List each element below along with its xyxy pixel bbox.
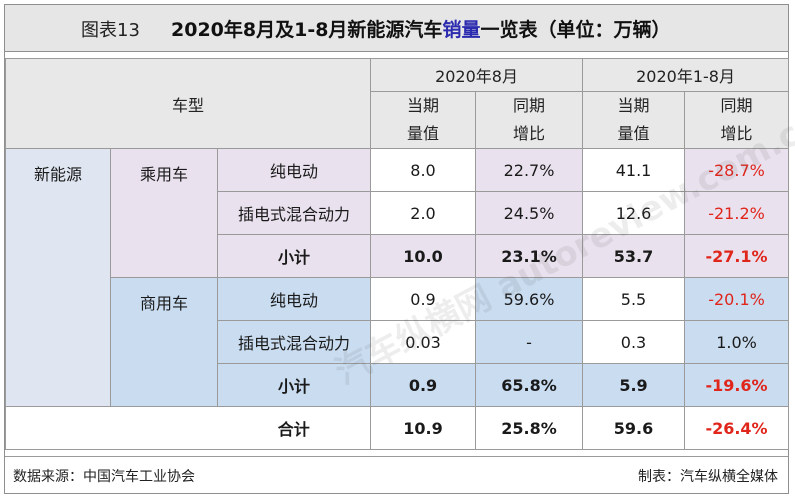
cell-value: -27.1% (684, 234, 790, 278)
title-bar: 图表13 2020年8月及1-8月新能源汽车销量一览表（单位：万辆） (5, 5, 788, 52)
cell-value: - (475, 320, 584, 364)
row-label-commercial: 商用车 (110, 277, 218, 407)
cell-value: 12.6 (582, 191, 686, 235)
row-label-subtotal: 小计 (216, 234, 372, 278)
cell-value: -20.1% (684, 277, 790, 321)
cell-value: 0.03 (370, 320, 477, 364)
total-spacer (5, 406, 111, 450)
title-highlight: 销量 (442, 19, 481, 41)
cell-value: 8.0 (370, 148, 477, 192)
cell-value: 5.9 (582, 363, 686, 407)
cell-value: 1.0% (684, 320, 790, 364)
figure-number: 图表13 (81, 20, 140, 41)
header-period-ytd: 2020年1-8月 (582, 58, 790, 92)
cell-value: -21.2% (684, 191, 790, 235)
cell-value: 25.8% (475, 406, 584, 450)
header-cur-l1: 当期 (407, 96, 440, 115)
header-yoy-l1: 同期 (720, 96, 753, 115)
cell-value: 10.0 (370, 234, 477, 278)
cell-value: 24.5% (475, 191, 584, 235)
header-current-ytd: 当期 量值 (582, 91, 686, 149)
row-label-subtotal: 小计 (216, 363, 372, 407)
header-yoy-l2: 增比 (720, 124, 753, 143)
header-vehicle-type: 车型 (4, 58, 372, 149)
header-yoy-l1: 同期 (513, 96, 546, 115)
cell-value: 2.0 (370, 191, 477, 235)
header-current-aug: 当期 量值 (370, 91, 477, 149)
title-part2: 一览表（单位：万辆） (480, 19, 671, 41)
row-label-phev: 插电式混合动力 (216, 320, 372, 364)
table-maker: 制表：汽车纵横全媒体 (638, 469, 778, 485)
cell-value: 22.7% (475, 148, 584, 192)
row-label-passenger: 乘用车 (110, 148, 218, 278)
cell-value: 23.1% (475, 234, 584, 278)
row-label-phev: 插电式混合动力 (216, 191, 372, 235)
header-yoy-l2: 增比 (513, 124, 546, 143)
header-cur-l2: 量值 (617, 124, 650, 143)
cell-value: 0.9 (370, 277, 477, 321)
cell-value: 53.7 (582, 234, 686, 278)
row-label-bev: 纯电动 (216, 148, 372, 192)
row-label-nev: 新能源 (5, 148, 111, 407)
cell-value: 0.3 (582, 320, 686, 364)
cell-value: 65.8% (475, 363, 584, 407)
header-period-aug: 2020年8月 (370, 58, 584, 92)
cell-value: -26.4% (684, 406, 790, 450)
cell-value: 59.6% (475, 277, 584, 321)
header-cur-l2: 量值 (407, 124, 440, 143)
cell-value: 41.1 (582, 148, 686, 192)
cell-value: -19.6% (684, 363, 790, 407)
footer: 数据来源：中国汽车工业协会 制表：汽车纵横全媒体 (5, 456, 788, 494)
header-yoy-aug: 同期 增比 (475, 91, 584, 149)
data-source: 数据来源：中国汽车工业协会 (13, 469, 195, 485)
row-label-total: 合计 (217, 406, 372, 450)
header-cur-l1: 当期 (617, 96, 650, 115)
total-spacer (110, 406, 218, 450)
title-part1: 2020年8月及1-8月新能源汽车 (171, 19, 443, 41)
row-label-bev: 纯电动 (216, 277, 372, 321)
header-yoy-ytd: 同期 增比 (684, 91, 790, 149)
table-frame: 图表13 2020年8月及1-8月新能源汽车销量一览表（单位：万辆） 车型 20… (4, 4, 795, 494)
cell-value: 59.6 (582, 406, 686, 450)
cell-value: 10.9 (370, 406, 477, 450)
cell-value: 0.9 (370, 363, 477, 407)
cell-value: -28.7% (684, 148, 790, 192)
cell-value: 5.5 (582, 277, 686, 321)
sales-table: 车型 2020年8月 2020年1-8月 当期量值 同期增比 当期量值 同期增比… (4, 58, 790, 450)
page-title: 2020年8月及1-8月新能源汽车销量一览表（单位：万辆） (171, 15, 670, 42)
